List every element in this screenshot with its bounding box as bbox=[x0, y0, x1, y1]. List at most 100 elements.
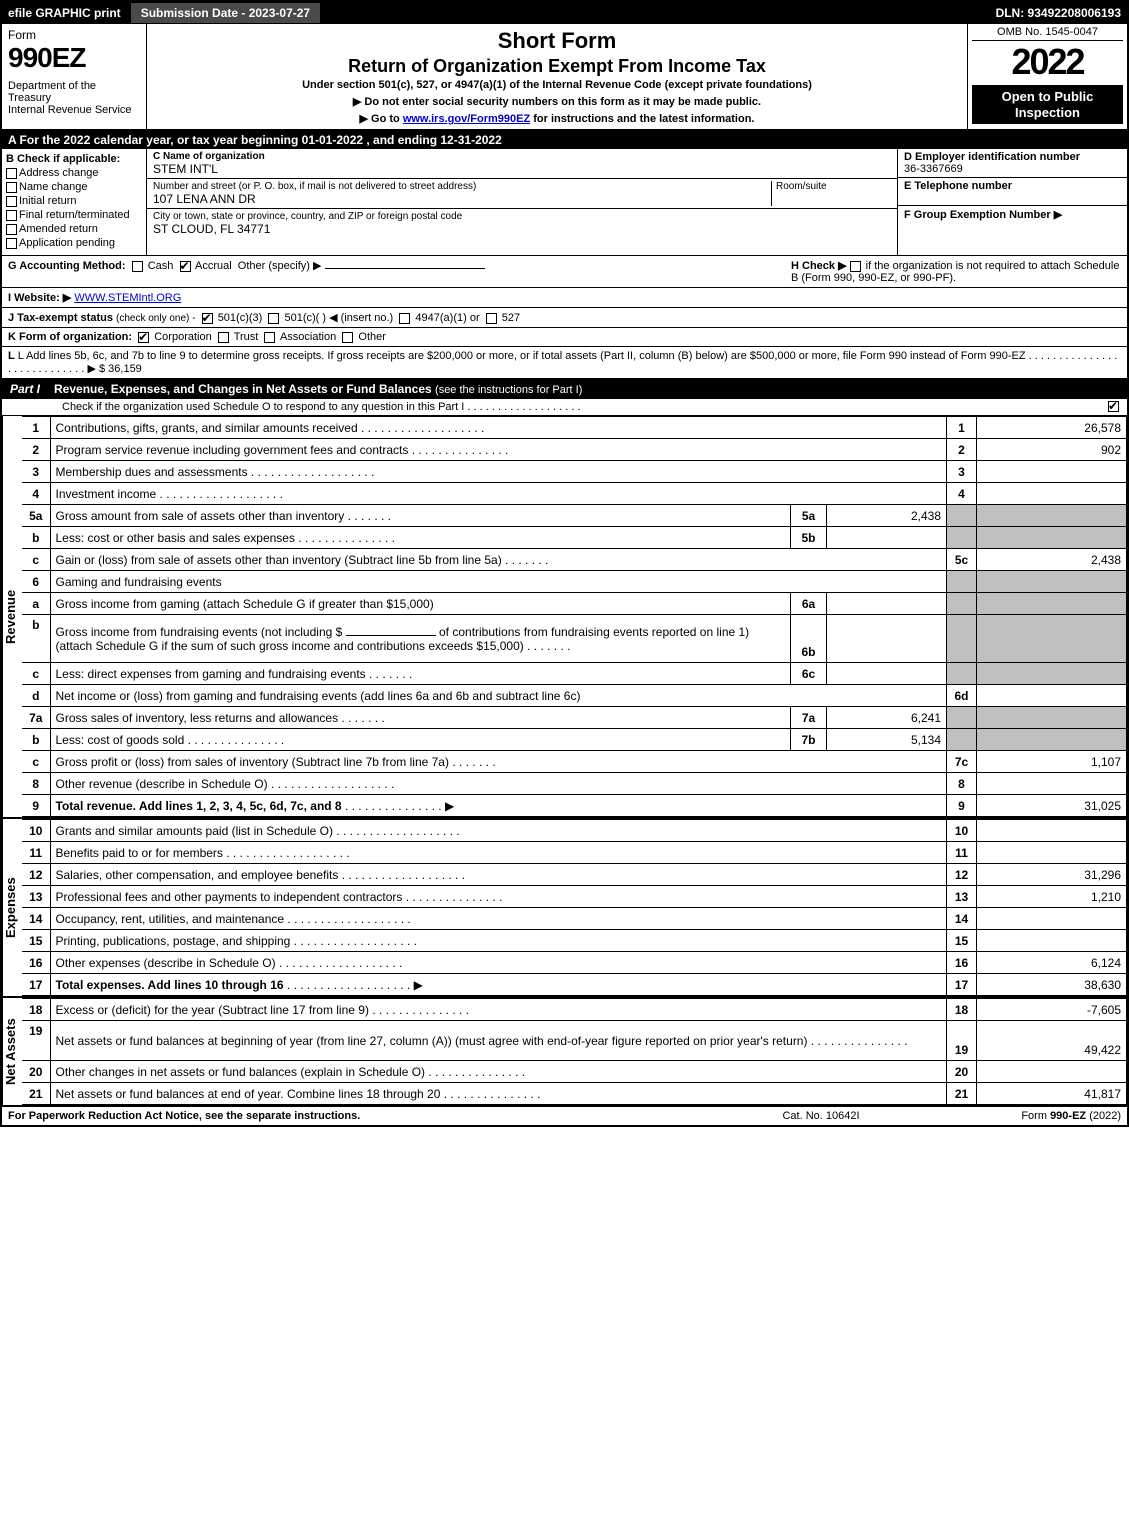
line-7c-desc: Gross profit or (loss) from sales of inv… bbox=[56, 755, 449, 769]
expenses-table: 10 Grants and similar amounts paid (list… bbox=[22, 819, 1127, 996]
h-label: H Check ▶ bbox=[791, 260, 847, 272]
checkbox-initial-return[interactable] bbox=[6, 196, 17, 207]
line-6b-amt-grey bbox=[977, 615, 1127, 663]
label-501c3: 501(c)(3) bbox=[218, 312, 263, 324]
line-7a-num: 7a bbox=[22, 707, 50, 729]
line-21-num: 21 bbox=[22, 1083, 50, 1105]
line-5a: 5a Gross amount from sale of assets othe… bbox=[22, 505, 1127, 527]
row-i: I Website: ▶ WWW.STEMIntl.ORG bbox=[2, 288, 1127, 308]
checkbox-other-org[interactable] bbox=[342, 332, 353, 343]
line-21-amt: 41,817 bbox=[977, 1083, 1127, 1105]
dots: . . . . . . . . . . . . . . . bbox=[408, 443, 508, 457]
c-city-value: ST CLOUD, FL 34771 bbox=[153, 222, 891, 236]
title-return: Return of Organization Exempt From Incom… bbox=[153, 56, 961, 77]
line-10: 10 Grants and similar amounts paid (list… bbox=[22, 820, 1127, 842]
line-21-lineno: 21 bbox=[947, 1083, 977, 1105]
label-accrual: Accrual bbox=[195, 260, 232, 272]
line-9-desc: Total revenue. Add lines 1, 2, 3, 4, 5c,… bbox=[56, 799, 342, 813]
checkbox-application-pending[interactable] bbox=[6, 238, 17, 249]
checkbox-accrual[interactable] bbox=[180, 261, 191, 272]
line-17: 17 Total expenses. Add lines 10 through … bbox=[22, 974, 1127, 996]
irs-link[interactable]: www.irs.gov/Form990EZ bbox=[403, 113, 530, 125]
part-i-subtitle: (see the instructions for Part I) bbox=[435, 384, 582, 396]
checkbox-4947[interactable] bbox=[399, 313, 410, 324]
line-10-amt bbox=[977, 820, 1127, 842]
line-5a-lineno-grey bbox=[947, 505, 977, 527]
line-6-amt-grey bbox=[977, 571, 1127, 593]
line-19: 19 Net assets or fund balances at beginn… bbox=[22, 1021, 1127, 1061]
label-amended-return: Amended return bbox=[19, 223, 98, 235]
line-7a-desc: Gross sales of inventory, less returns a… bbox=[56, 711, 339, 725]
checkbox-amended-return[interactable] bbox=[6, 224, 17, 235]
line-8-num: 8 bbox=[22, 773, 50, 795]
line-19-amt: 49,422 bbox=[977, 1021, 1127, 1061]
line-19-desc: Net assets or fund balances at beginning… bbox=[56, 1034, 808, 1048]
line-5a-desc: Gross amount from sale of assets other t… bbox=[56, 509, 345, 523]
line-11-amt bbox=[977, 842, 1127, 864]
checkbox-corporation[interactable] bbox=[138, 332, 149, 343]
line-5c-desc: Gain or (loss) from sale of assets other… bbox=[56, 553, 502, 567]
line-7b-lineno-grey bbox=[947, 729, 977, 751]
line-6-num: 6 bbox=[22, 571, 50, 593]
line-2-num: 2 bbox=[22, 439, 50, 461]
line-7a: 7a Gross sales of inventory, less return… bbox=[22, 707, 1127, 729]
line-7b-num: b bbox=[22, 729, 50, 751]
checkbox-501c3[interactable] bbox=[202, 313, 213, 324]
line-19-num: 19 bbox=[22, 1021, 50, 1061]
line-5b-mincol: 5b bbox=[791, 527, 827, 549]
footer-left: For Paperwork Reduction Act Notice, see … bbox=[8, 1110, 721, 1122]
line-19-lineno: 19 bbox=[947, 1021, 977, 1061]
line-1-desc: Contributions, gifts, grants, and simila… bbox=[56, 421, 358, 435]
dots: . . . . . . . . . . . . . . . . . . . bbox=[284, 978, 411, 992]
checkbox-trust[interactable] bbox=[218, 332, 229, 343]
line-7a-amt-grey bbox=[977, 707, 1127, 729]
checkbox-cash[interactable] bbox=[132, 261, 143, 272]
line-10-desc: Grants and similar amounts paid (list in… bbox=[56, 824, 333, 838]
line-5a-minval: 2,438 bbox=[827, 505, 947, 527]
omb-number: OMB No. 1545-0047 bbox=[972, 26, 1123, 41]
form-990ez-page: efile GRAPHIC print Submission Date - 20… bbox=[0, 0, 1129, 1127]
line-6a-desc: Gross income from gaming (attach Schedul… bbox=[56, 597, 434, 611]
checkbox-527[interactable] bbox=[486, 313, 497, 324]
footer-right-post: (2022) bbox=[1086, 1110, 1121, 1122]
label-final-return: Final return/terminated bbox=[19, 209, 130, 221]
line-5b-lineno-grey bbox=[947, 527, 977, 549]
line-5b-num: b bbox=[22, 527, 50, 549]
dots: . . . . . . . bbox=[338, 711, 385, 725]
checkbox-address-change[interactable] bbox=[6, 168, 17, 179]
line-8-lineno: 8 bbox=[947, 773, 977, 795]
line-7b-mincol: 7b bbox=[791, 729, 827, 751]
line-8-amt bbox=[977, 773, 1127, 795]
line-6c: c Less: direct expenses from gaming and … bbox=[22, 663, 1127, 685]
efile-print[interactable]: efile GRAPHIC print bbox=[2, 6, 127, 20]
checkbox-name-change[interactable] bbox=[6, 182, 17, 193]
part-i-bar: Part I Revenue, Expenses, and Changes in… bbox=[2, 379, 1127, 399]
line-2-amt: 902 bbox=[977, 439, 1127, 461]
dots: . . . . . . . bbox=[366, 667, 413, 681]
checkbox-part-i-schedule-o[interactable] bbox=[1108, 401, 1119, 412]
line-6b-lineno-grey bbox=[947, 615, 977, 663]
g-label: G Accounting Method: bbox=[8, 260, 126, 272]
line-20: 20 Other changes in net assets or fund b… bbox=[22, 1061, 1127, 1083]
c-city-label: City or town, state or province, country… bbox=[153, 211, 891, 222]
line-14: 14 Occupancy, rent, utilities, and maint… bbox=[22, 908, 1127, 930]
other-method-input[interactable] bbox=[325, 268, 485, 269]
label-4947: 4947(a)(1) or bbox=[415, 312, 479, 324]
line-2-lineno: 2 bbox=[947, 439, 977, 461]
checkbox-final-return[interactable] bbox=[6, 210, 17, 221]
line-1-amt: 26,578 bbox=[977, 417, 1127, 439]
instruction-2-post: for instructions and the latest informat… bbox=[530, 113, 754, 125]
instruction-1: ▶ Do not enter social security numbers o… bbox=[153, 95, 961, 108]
row-a-calendar-year: A For the 2022 calendar year, or tax yea… bbox=[2, 131, 1127, 149]
dots: . . . . . . . . . . . . . . . bbox=[807, 1034, 907, 1048]
line-17-num: 17 bbox=[22, 974, 50, 996]
checkbox-association[interactable] bbox=[264, 332, 275, 343]
tax-year: 2022 bbox=[972, 41, 1123, 83]
website-link[interactable]: WWW.STEMIntl.ORG bbox=[74, 292, 181, 304]
section-b-title: B Check if applicable: bbox=[6, 153, 142, 165]
line-9-amt: 31,025 bbox=[977, 795, 1127, 817]
line-7c: c Gross profit or (loss) from sales of i… bbox=[22, 751, 1127, 773]
checkbox-h[interactable] bbox=[850, 261, 861, 272]
line-4: 4 Investment income . . . . . . . . . . … bbox=[22, 483, 1127, 505]
checkbox-501c[interactable] bbox=[268, 313, 279, 324]
